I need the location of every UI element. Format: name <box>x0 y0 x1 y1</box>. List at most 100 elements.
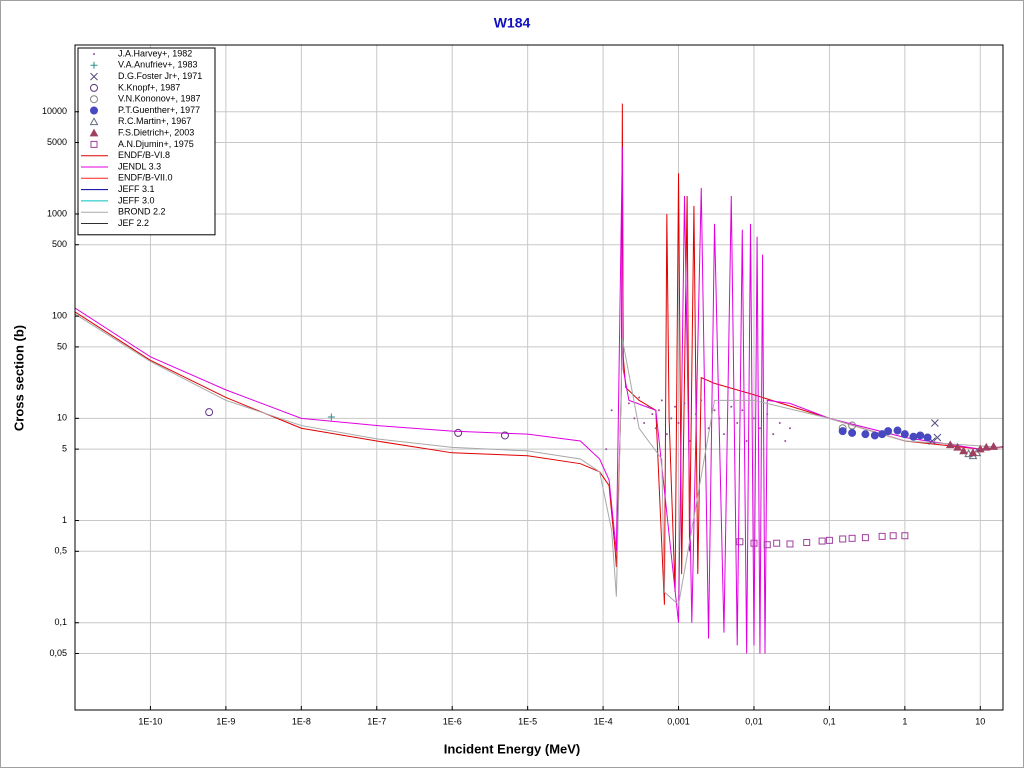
data-point <box>327 413 335 421</box>
data-point <box>665 433 668 436</box>
data-point <box>803 538 811 546</box>
data-point <box>722 433 725 436</box>
data-point <box>916 431 925 440</box>
data-point <box>694 413 697 416</box>
data-point <box>901 532 909 540</box>
data-point <box>838 427 847 436</box>
data-point <box>736 422 739 425</box>
data-line <box>75 147 1003 654</box>
data-point <box>763 541 771 549</box>
data-point <box>839 535 847 543</box>
data-point <box>610 409 613 412</box>
data-point <box>736 538 744 546</box>
x-tick-label: 0,01 <box>745 716 763 726</box>
y-tick-label: 10 <box>57 413 67 423</box>
x-tick-label: 1E-6 <box>443 716 462 726</box>
data-point <box>707 427 710 430</box>
x-axis-label: Incident Energy (MeV) <box>444 741 581 756</box>
legend-label: V.A.Anufriev+, 1983 <box>118 60 197 70</box>
data-point <box>745 440 748 443</box>
x-tick-label: 1E-5 <box>518 716 537 726</box>
data-point <box>788 427 791 430</box>
data-point <box>878 532 886 540</box>
data-point <box>825 536 833 544</box>
y-tick-label: 500 <box>52 239 67 249</box>
y-tick-label: 0,1 <box>54 617 67 627</box>
data-point <box>786 540 794 548</box>
legend-swatch <box>89 117 99 126</box>
data-point <box>670 417 673 420</box>
data-point <box>654 427 657 430</box>
data-point <box>700 399 703 402</box>
data-point <box>718 417 721 420</box>
legend-label: JEF 2.2 <box>118 218 149 228</box>
x-tick-label: 0,1 <box>823 716 836 726</box>
data-point <box>870 431 879 440</box>
legend-label: V.N.Kononov+, 1987 <box>118 94 201 104</box>
data-point <box>651 413 654 416</box>
data-point <box>968 448 978 457</box>
data-point <box>931 419 939 427</box>
legend-swatch <box>90 95 98 104</box>
legend-swatch <box>90 61 98 69</box>
y-tick-label: 5 <box>62 443 67 453</box>
data-point <box>981 442 991 451</box>
data-point <box>638 396 641 399</box>
y-tick-label: 1000 <box>47 208 67 218</box>
chart-title: W184 <box>494 15 531 31</box>
legend-label: ENDF/B-VI.8 <box>118 150 170 160</box>
plot-data <box>75 103 1003 654</box>
legend-label: JEFF 3.0 <box>118 195 155 205</box>
legend-label: JEFF 3.1 <box>118 184 155 194</box>
y-tick-label: 10000 <box>42 106 67 116</box>
y-tick-label: 1 <box>62 515 67 525</box>
data-point <box>750 539 758 547</box>
grid <box>75 45 1003 710</box>
legend-label: J.A.Harvey+, 1982 <box>118 48 192 58</box>
legend-label: R.C.Martin+, 1967 <box>118 116 191 126</box>
data-point <box>893 426 902 435</box>
data-point <box>627 402 630 405</box>
y-tick-label: 0,05 <box>49 648 67 658</box>
x-tick-label: 10 <box>975 716 985 726</box>
data-point <box>633 417 636 420</box>
data-point <box>605 448 608 451</box>
y-tick-label: 50 <box>57 341 67 351</box>
data-point <box>647 405 650 408</box>
legend-swatch <box>90 83 98 92</box>
legend-label: JENDL 3.3 <box>118 161 161 171</box>
x-tick-label: 1E-8 <box>292 716 311 726</box>
data-point <box>959 446 968 455</box>
data-point <box>778 422 781 425</box>
data-point <box>861 430 870 439</box>
data-point <box>848 428 857 437</box>
data-point <box>741 409 744 412</box>
legend-box <box>77 47 216 236</box>
x-tick-label: 1E-9 <box>216 716 235 726</box>
data-point <box>900 430 909 439</box>
data-point <box>643 422 646 425</box>
data-point <box>773 539 781 547</box>
legend-label: ENDF/B-VII.0 <box>118 173 173 183</box>
legend-swatch <box>90 140 98 148</box>
plot-frame <box>74 44 1004 711</box>
data-point <box>818 537 826 545</box>
data-point <box>884 427 893 436</box>
data-point <box>923 433 932 442</box>
data-point <box>688 440 691 443</box>
data-point <box>945 440 955 449</box>
x-tick-label: 1E-7 <box>367 716 386 726</box>
legend-label: BROND 2.2 <box>118 207 166 217</box>
legend-label: K.Knopf+, 1987 <box>118 82 180 92</box>
data-point <box>953 442 962 451</box>
legend-label: F.S.Dietrich+, 2003 <box>118 127 194 137</box>
data-point <box>730 405 733 408</box>
legend-swatch <box>90 72 98 81</box>
y-tick-label: 100 <box>52 311 67 321</box>
data-point <box>454 428 463 437</box>
data-point <box>683 402 686 405</box>
data-point <box>861 534 869 542</box>
data-point <box>933 433 942 442</box>
data-point <box>677 422 680 425</box>
